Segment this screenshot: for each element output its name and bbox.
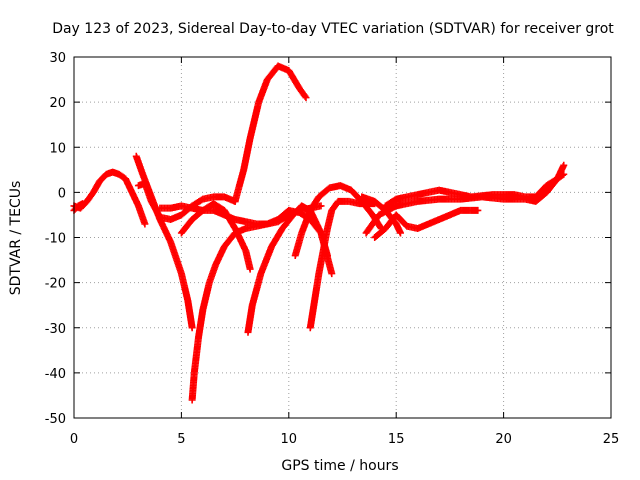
- chart-title: Day 123 of 2023, Sidereal Day-to-day VTE…: [52, 21, 614, 37]
- data-point: [474, 206, 482, 214]
- data-point: [558, 171, 566, 179]
- x-axis-label: GPS time / hours: [281, 458, 398, 474]
- data-point: [188, 324, 196, 332]
- y-tick-label: 30: [49, 51, 66, 66]
- y-tick-label: -40: [45, 367, 66, 382]
- axis-ticks: 0 5 10 15 20 25 -50 -40 -30 -20 -10 0 10 20 30: [45, 51, 620, 447]
- series-arc-9: [263, 206, 331, 260]
- data-point: [301, 92, 309, 100]
- series-arc-10: [306, 197, 379, 332]
- series-arc-15: [371, 206, 482, 241]
- y-tick-label: -20: [45, 277, 66, 292]
- series-arc-11: [291, 182, 385, 260]
- data-point: [141, 220, 149, 228]
- x-tick-label: 10: [281, 432, 298, 447]
- y-axis-label: SDTVAR / TECUs: [8, 181, 24, 296]
- x-tick-label: 0: [70, 432, 78, 447]
- data-point: [396, 229, 404, 237]
- y-tick-label: 20: [49, 96, 66, 111]
- data-point: [246, 265, 254, 273]
- y-tick-label: -10: [45, 232, 66, 247]
- y-tick-label: -50: [45, 412, 66, 427]
- data-point: [560, 161, 568, 169]
- series-arc-14: [381, 170, 568, 210]
- series-arc-1: [70, 168, 149, 228]
- y-tick-label: -30: [45, 322, 66, 337]
- grid-lines: [74, 57, 611, 418]
- y-tick-label: 10: [49, 141, 66, 156]
- series-arc-2: [132, 152, 196, 332]
- data-point: [79, 200, 87, 208]
- series-arc-6: [177, 200, 254, 273]
- data-marks: [70, 62, 568, 404]
- series-arc-5: [188, 220, 271, 404]
- x-tick-label: 25: [603, 432, 620, 447]
- x-tick-label: 20: [495, 432, 512, 447]
- data-point: [328, 270, 336, 278]
- x-tick-label: 15: [388, 432, 405, 447]
- data-point: [560, 170, 568, 178]
- series-arc-8: [244, 202, 336, 336]
- x-tick-label: 5: [177, 432, 185, 447]
- data-point: [302, 94, 310, 102]
- y-tick-label: 0: [58, 186, 66, 201]
- series-arc-3: [134, 179, 239, 223]
- series-arc-7: [231, 62, 310, 205]
- data-point: [317, 202, 325, 210]
